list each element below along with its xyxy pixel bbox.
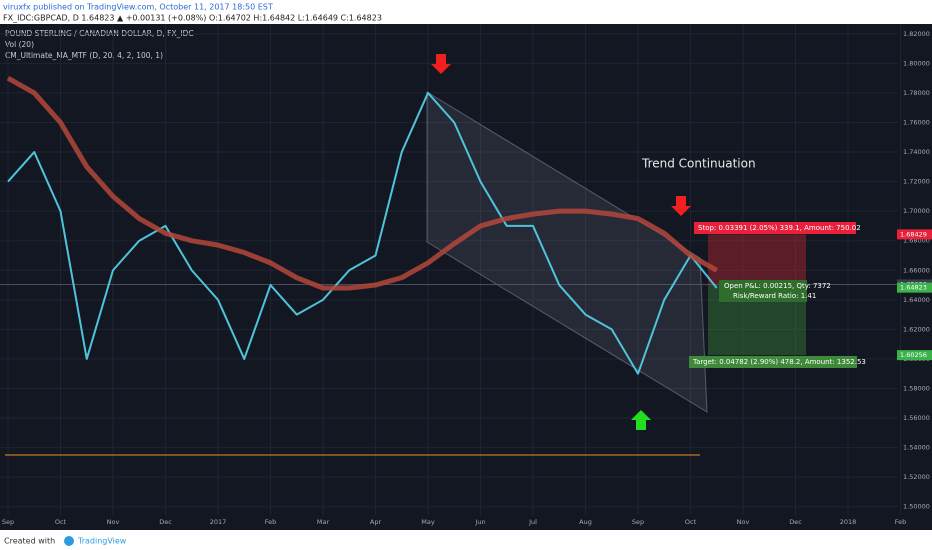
price-tag (897, 350, 932, 361)
x-tick-label: 2018 (840, 518, 857, 526)
stop-zone (708, 234, 806, 285)
y-tick-label: 1.68000 (903, 237, 930, 245)
x-tick-label: Sep (2, 518, 14, 526)
y-tick-label: 1.64000 (903, 296, 930, 304)
price-tag-label: 1.60256 (900, 351, 927, 359)
x-tick-label: Oct (685, 518, 697, 526)
x-tick-label: Nov (107, 518, 120, 526)
y-tick-label: 1.62000 (903, 325, 930, 333)
pnl-box (719, 280, 807, 302)
arrow-down (431, 54, 451, 74)
annotation: Stop: 0.03391 (2.05%) 339.1, Amount: 750… (698, 224, 861, 232)
x-tick-label: Oct (55, 518, 67, 526)
x-tick-label: 2017 (210, 518, 227, 526)
chart-bg (0, 24, 932, 530)
stop-box (694, 222, 856, 234)
y-tick-label: 1.56000 (903, 414, 930, 422)
footer-brand: TradingView (77, 537, 127, 546)
footer-text: Created with (4, 537, 55, 546)
price-line (7, 91, 718, 375)
published: viruxfx published on TradingView.com, Oc… (3, 3, 273, 12)
target-box (689, 356, 857, 368)
arrow-down (671, 196, 691, 216)
annotation: Open P&L: 0.00215, Qty: 7372 (724, 282, 831, 290)
header-bg (0, 0, 932, 24)
x-tick-label: Dec (159, 518, 172, 526)
y-tick-label: 1.74000 (903, 148, 930, 156)
price-tag (897, 282, 932, 293)
price-tag (897, 229, 932, 240)
channel (426, 91, 708, 413)
y-tick-label: 1.52000 (903, 473, 930, 481)
legend-line: CM_Ultimate_MA_MTF (D, 20, 4, 2, 100, 1) (5, 51, 163, 60)
x-tick-label: Aug (579, 518, 592, 526)
x-tick-label: Sep (632, 518, 644, 526)
symbol: FX_IDC:GBPCAD, D 1.64823 ▲ +0.00131 (+0.… (3, 14, 382, 23)
y-tick-label: 1.82000 (903, 30, 930, 38)
x-tick-label: Nov (737, 518, 750, 526)
y-tick-label: 1.76000 (903, 118, 930, 126)
x-tick-label: Mar (317, 518, 330, 526)
y-tick-label: 1.54000 (903, 444, 930, 452)
y-tick-label: 1.70000 (903, 207, 930, 215)
y-tick-label: 1.78000 (903, 89, 930, 97)
x-tick-label: Feb (895, 518, 907, 526)
y-tick-label: 1.66000 (903, 266, 930, 274)
x-tick-label: Feb (265, 518, 277, 526)
annotation: Trend Continuation (641, 157, 756, 171)
y-tick-label: 1.80000 (903, 59, 930, 67)
y-tick-label: 1.72000 (903, 178, 930, 186)
price-tag-label: 1.64823 (900, 284, 927, 292)
x-tick-label: Apr (370, 518, 382, 526)
price-tag-label: 1.68429 (900, 230, 927, 238)
x-tick-label: Dec (789, 518, 802, 526)
moving-average (6, 75, 718, 291)
legend-line: Vol (20) (5, 40, 34, 49)
logo (64, 536, 74, 546)
x-tick-label: May (421, 518, 435, 526)
arrow-up (631, 410, 651, 430)
x-tick-label: Jun (474, 518, 485, 526)
footer-bg (0, 530, 932, 550)
y-tick-label: 1.58000 (903, 384, 930, 392)
annotation: Risk/Reward Ratio: 1.41 (733, 292, 816, 300)
x-tick-label: Jul (528, 518, 537, 526)
y-tick-label: 1.50000 (903, 503, 930, 511)
annotation: Target: 0.04782 (2.90%) 478.2, Amount: 1… (692, 358, 866, 366)
